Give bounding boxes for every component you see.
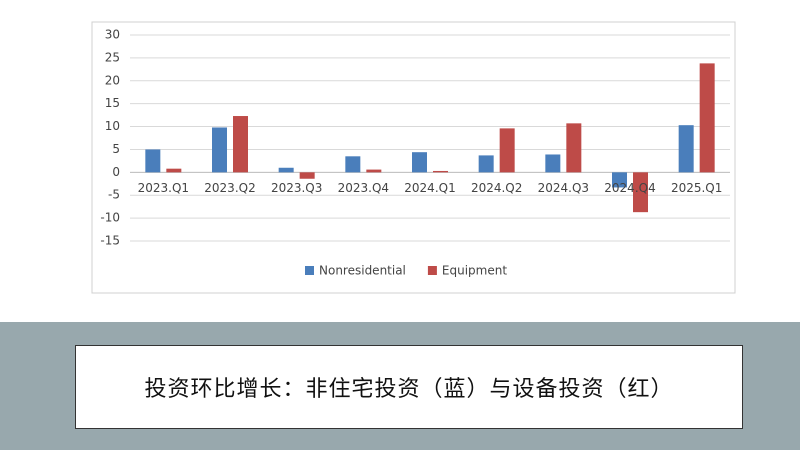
bar (299, 172, 315, 179)
bar (412, 152, 427, 173)
bar (566, 123, 582, 173)
bar (345, 156, 361, 173)
x-tick-label: 2023.Q4 (338, 181, 389, 195)
x-tick-label: 2023.Q3 (271, 181, 322, 195)
x-tick-label: 2024.Q4 (604, 181, 655, 195)
legend-swatch (427, 266, 437, 275)
bar (499, 128, 515, 173)
y-tick-label: 0 (112, 165, 120, 179)
x-tick-label: 2025.Q1 (671, 181, 722, 195)
legend-swatch (305, 266, 314, 275)
y-tick-label: 5 (112, 142, 120, 156)
bar (433, 170, 448, 173)
bar (545, 154, 561, 173)
y-tick-label: 20 (105, 73, 120, 87)
bar (166, 168, 182, 173)
legend-label: Nonresidential (319, 264, 406, 278)
y-tick-label: -10 (100, 211, 120, 225)
caption: 投资环比增长：非住宅投资（蓝）与设备投资（红） (75, 345, 743, 429)
y-tick-label: -15 (100, 234, 120, 248)
y-tick-label: 15 (105, 96, 120, 110)
bar (633, 172, 648, 213)
y-tick-label: 10 (105, 119, 120, 133)
bar (612, 172, 627, 188)
y-tick-label: -5 (108, 188, 120, 202)
x-tick-label: 2023.Q2 (204, 181, 255, 195)
bar (212, 127, 227, 173)
x-tick-label: 2023.Q1 (138, 181, 189, 195)
bar (278, 167, 294, 173)
y-tick-label: 25 (105, 50, 120, 64)
legend-label: Equipment (442, 264, 507, 278)
bar (478, 155, 494, 173)
bar (678, 125, 694, 173)
x-tick-label: 2024.Q2 (471, 181, 522, 195)
bar (233, 116, 248, 173)
x-tick-label: 2024.Q1 (404, 181, 455, 195)
chart: -15 -10 -5 0 5 10 15 20 25 30 2023.Q1 2023.Q2 2023.Q… (91, 21, 736, 294)
x-tick-label: 2024.Q3 (538, 181, 589, 195)
y-tick-label: 30 (105, 28, 120, 42)
bar (699, 63, 715, 173)
bar (145, 149, 161, 173)
bar (366, 169, 382, 173)
